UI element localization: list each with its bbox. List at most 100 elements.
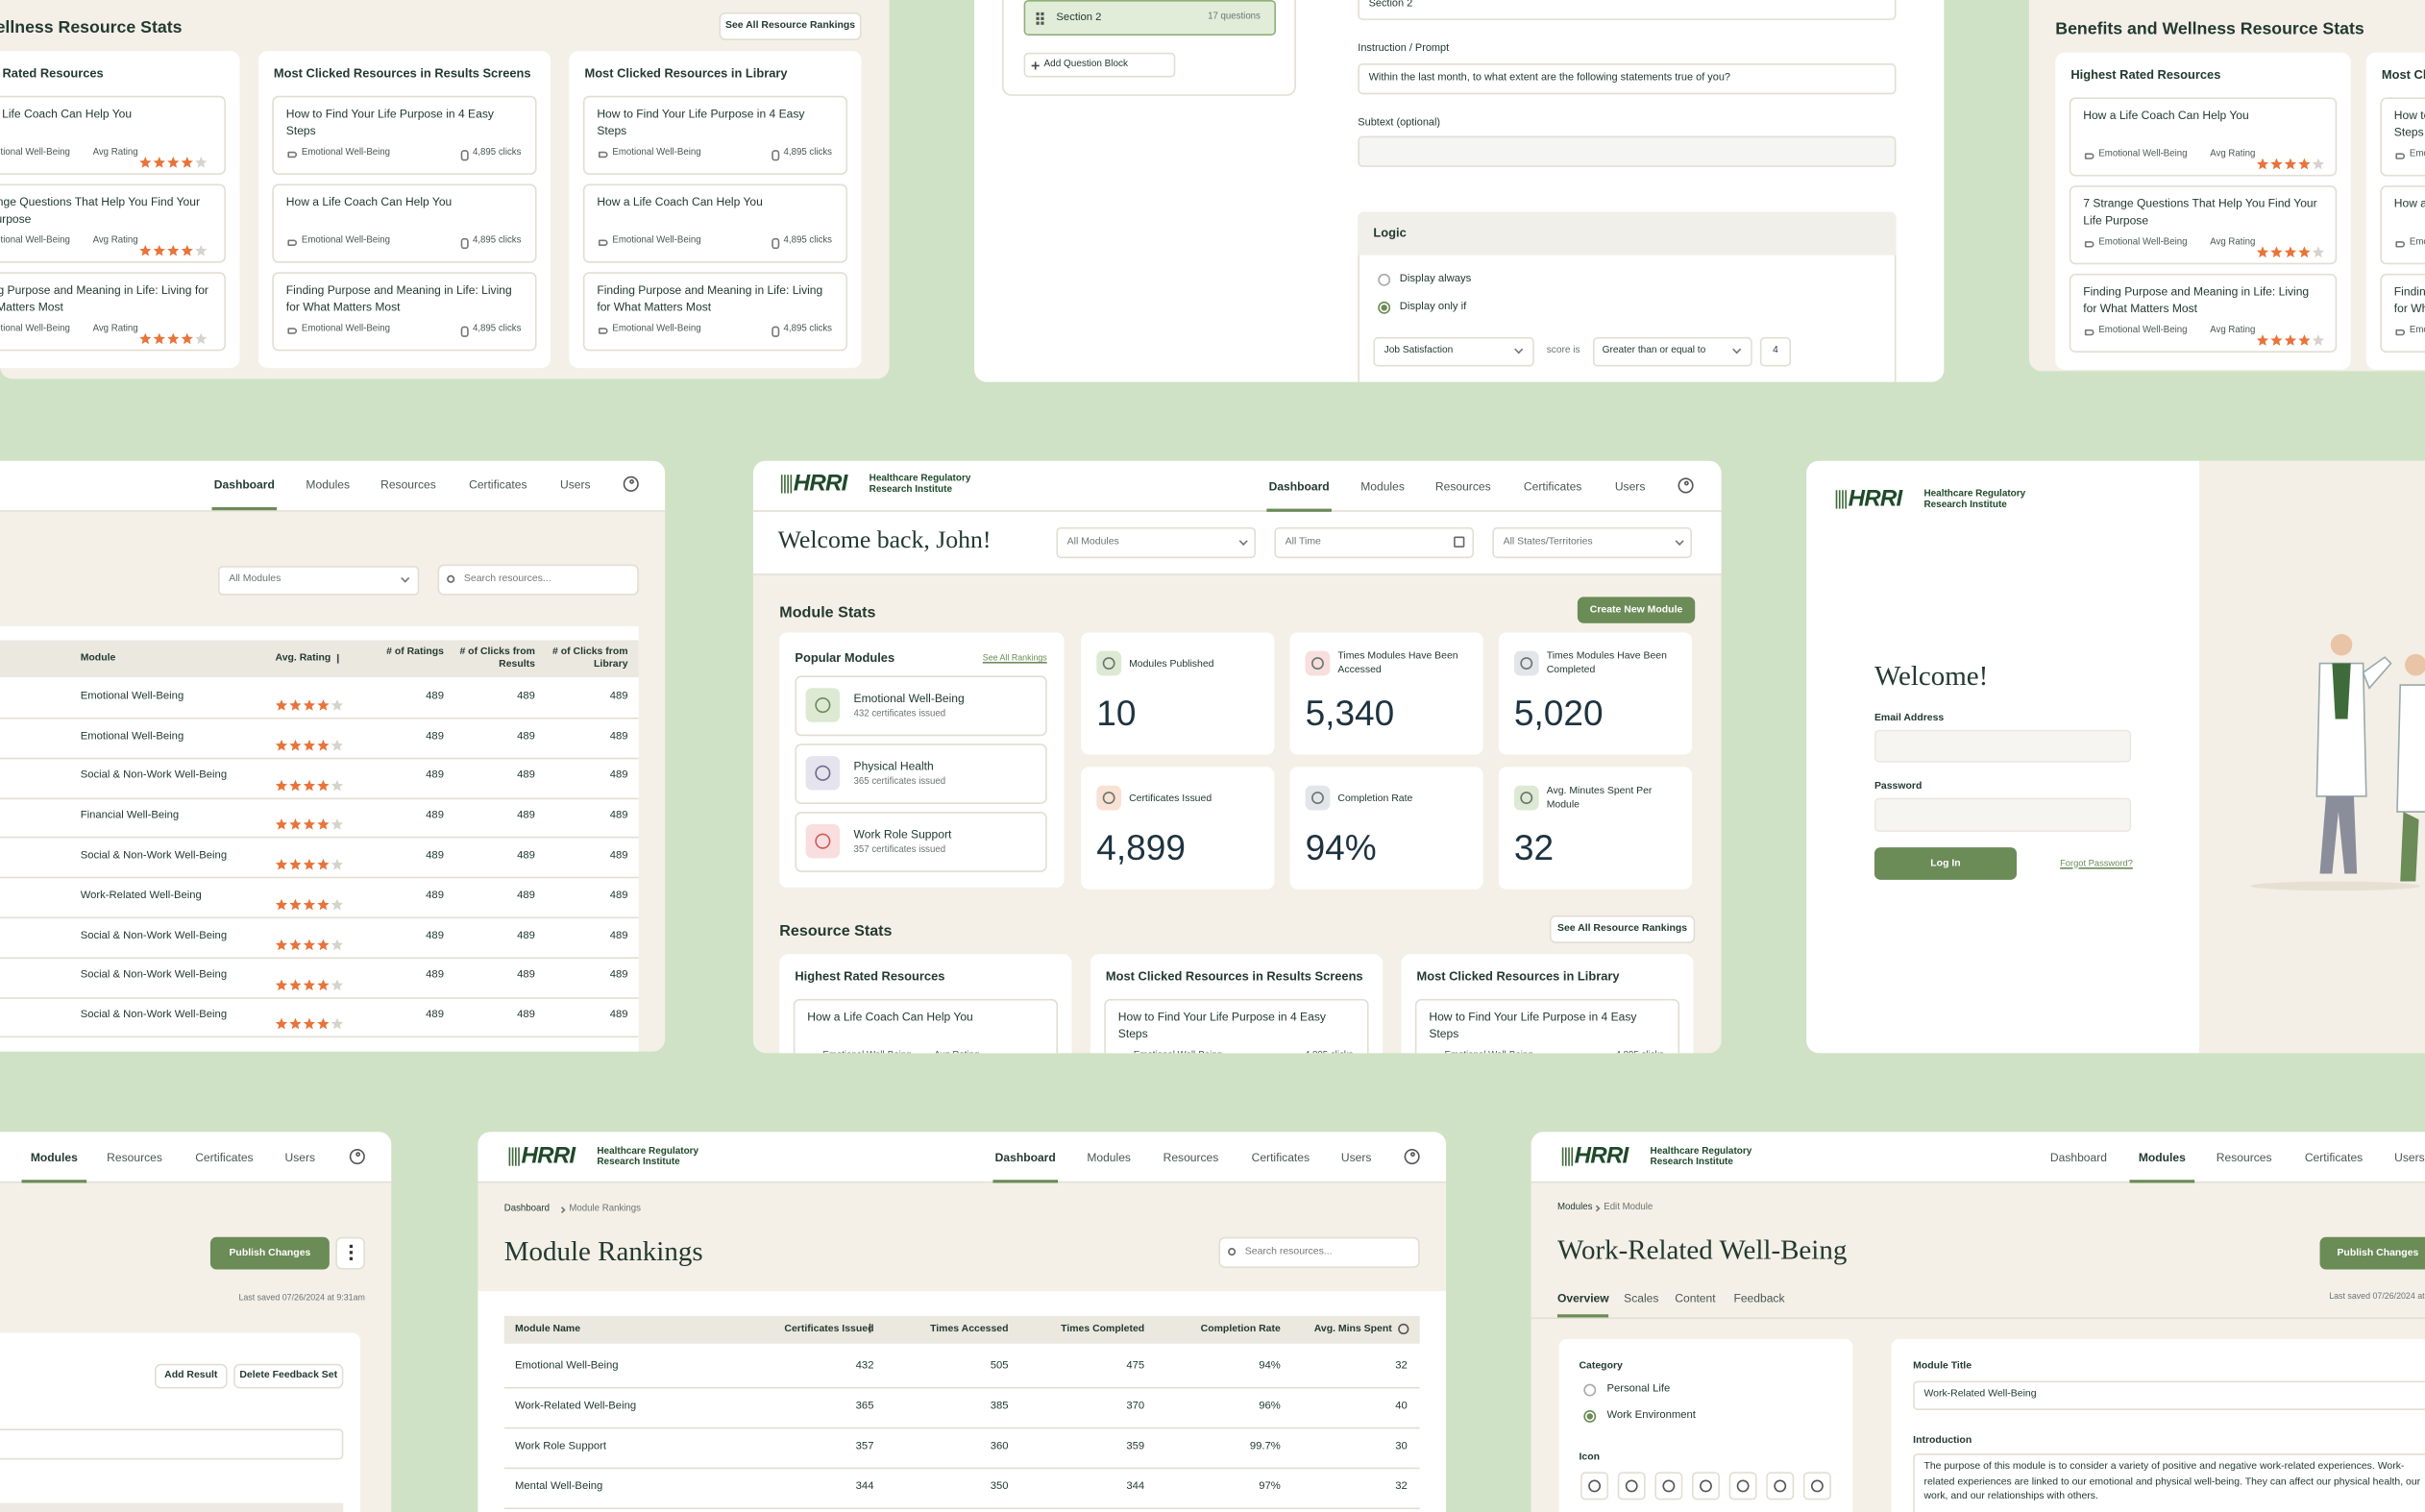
icon-option[interactable] <box>1654 1472 1683 1500</box>
nav-link[interactable]: Resources <box>2216 1149 2272 1164</box>
radio[interactable] <box>1583 1383 1597 1397</box>
tab[interactable]: Scales <box>1624 1290 1659 1305</box>
nav-link[interactable]: Certificates <box>469 476 527 492</box>
nav-link[interactable]: Resources <box>380 476 436 492</box>
nav-link[interactable]: Modules <box>1360 478 1405 493</box>
user-icon[interactable] <box>349 1148 365 1165</box>
resource-name: How a Life Coach Can Help You <box>597 194 763 209</box>
nav-link[interactable]: Modules <box>30 1149 78 1164</box>
star <box>289 699 302 711</box>
section-input[interactable] <box>1358 0 1897 20</box>
filter-select[interactable] <box>1056 526 1257 559</box>
operator-select[interactable] <box>1592 336 1752 367</box>
threshold-input[interactable] <box>1759 336 1792 367</box>
title-input[interactable] <box>1913 1380 2425 1411</box>
nav-link[interactable]: Users <box>1614 478 1646 493</box>
see-all-button[interactable] <box>719 12 862 40</box>
forgot-password-link[interactable]: Forgot Password? <box>2060 859 2133 868</box>
star-rating <box>275 731 344 751</box>
scale-select[interactable] <box>1373 336 1534 367</box>
filter-select[interactable] <box>1492 526 1693 559</box>
nav-link[interactable]: Resources <box>1163 1149 1219 1164</box>
more-button[interactable] <box>335 1236 365 1270</box>
subtext-input[interactable] <box>1358 135 1897 167</box>
rating-label: Avg Rating <box>934 1052 979 1053</box>
text-input[interactable] <box>0 1428 344 1460</box>
nav-link[interactable]: Modules <box>2138 1149 2186 1164</box>
search-input[interactable] <box>1218 1236 1420 1268</box>
popular-item[interactable] <box>795 812 1047 872</box>
login-button[interactable] <box>1874 847 2018 880</box>
field-label: Password <box>1874 781 1923 793</box>
row-divider <box>0 1036 639 1038</box>
nav-link[interactable]: Resources <box>1434 478 1491 493</box>
user-icon[interactable] <box>1404 1148 1420 1165</box>
resource-name: Finding Purpose and Meaning in Life: Liv… <box>285 282 512 314</box>
tab[interactable]: Content <box>1675 1290 1716 1305</box>
prompt-input[interactable] <box>1358 62 1897 95</box>
module-filter[interactable] <box>217 566 420 596</box>
table-cell: 94% <box>1259 1360 1281 1372</box>
nav-link[interactable]: Dashboard <box>1268 478 1330 493</box>
nav-link[interactable]: Certificates <box>195 1149 254 1164</box>
create-module-button[interactable] <box>1577 597 1696 623</box>
icon-option[interactable] <box>1766 1472 1795 1500</box>
table-cell: 489 <box>517 850 535 862</box>
star <box>289 739 302 751</box>
section-row[interactable] <box>1023 0 1276 37</box>
radio-label: Display always <box>1399 273 1472 284</box>
breadcrumb-link[interactable]: Dashboard <box>503 1205 551 1215</box>
field-label: Instruction / Prompt <box>1358 42 1450 55</box>
module-detail: 432 certificates issued <box>853 710 946 720</box>
see-rankings-link[interactable]: See All Rankings <box>982 653 1047 664</box>
nav-link[interactable]: Modules <box>1087 1149 1131 1164</box>
search-input[interactable] <box>437 564 639 596</box>
nav-link[interactable]: Users <box>560 476 591 492</box>
nav-link[interactable]: Dashboard <box>994 1149 1056 1164</box>
intro-textarea[interactable] <box>1913 1453 2425 1512</box>
card-title: Most Clicked Resources in Library <box>584 66 788 82</box>
nav-link[interactable]: Modules <box>306 476 351 492</box>
radio[interactable] <box>1378 273 1391 286</box>
clicks-icon <box>460 237 469 250</box>
nav-link[interactable]: Resources <box>107 1149 162 1164</box>
delete-set-button[interactable] <box>233 1363 344 1389</box>
nav-link[interactable]: Users <box>284 1149 316 1164</box>
star <box>275 1018 288 1030</box>
breadcrumb-link[interactable]: Modules <box>1556 1203 1593 1213</box>
icon-option[interactable] <box>1692 1472 1720 1500</box>
popular-item[interactable] <box>795 675 1047 737</box>
tab[interactable]: Feedback <box>1733 1290 1785 1305</box>
table-cell: 489 <box>426 850 444 862</box>
nav-link[interactable]: Certificates <box>1251 1149 1310 1164</box>
nav-link[interactable]: Certificates <box>2304 1149 2364 1164</box>
popular-item[interactable] <box>795 744 1047 805</box>
table-cell: 344 <box>1126 1480 1145 1493</box>
nav-link[interactable]: Dashboard <box>2049 1149 2107 1164</box>
table-cell: Emotional Well-Being <box>80 691 184 702</box>
card-title: Highest Rated Resources <box>795 969 945 985</box>
add-result-button[interactable] <box>154 1363 228 1389</box>
icon-option[interactable] <box>1617 1472 1646 1500</box>
radio-label: Personal Life <box>1606 1383 1671 1395</box>
stars <box>2256 158 2325 170</box>
password-input[interactable] <box>1874 797 2132 833</box>
user-icon[interactable] <box>623 476 639 492</box>
nav-link[interactable]: Users <box>1340 1149 1372 1164</box>
icon-option[interactable] <box>1580 1472 1609 1500</box>
tab[interactable]: Overview <box>1556 1290 1609 1305</box>
logo-line: Healthcare Regulatory <box>1923 488 2026 500</box>
publish-button[interactable] <box>209 1236 330 1270</box>
nav-link[interactable]: Users <box>2394 1149 2425 1164</box>
publish-button[interactable] <box>2319 1236 2425 1270</box>
email-input[interactable] <box>1874 729 2132 763</box>
see-all-button[interactable] <box>1549 915 1696 943</box>
star-rating <box>275 931 344 950</box>
nav-link[interactable]: Dashboard <box>213 476 275 492</box>
user-icon[interactable] <box>1678 477 1694 494</box>
icon-option[interactable] <box>1802 1472 1831 1500</box>
icon-option[interactable] <box>1728 1472 1757 1500</box>
filter-select[interactable] <box>1274 526 1475 559</box>
nav-link[interactable]: Certificates <box>1523 478 1582 493</box>
add-block-button[interactable] <box>1023 52 1176 78</box>
